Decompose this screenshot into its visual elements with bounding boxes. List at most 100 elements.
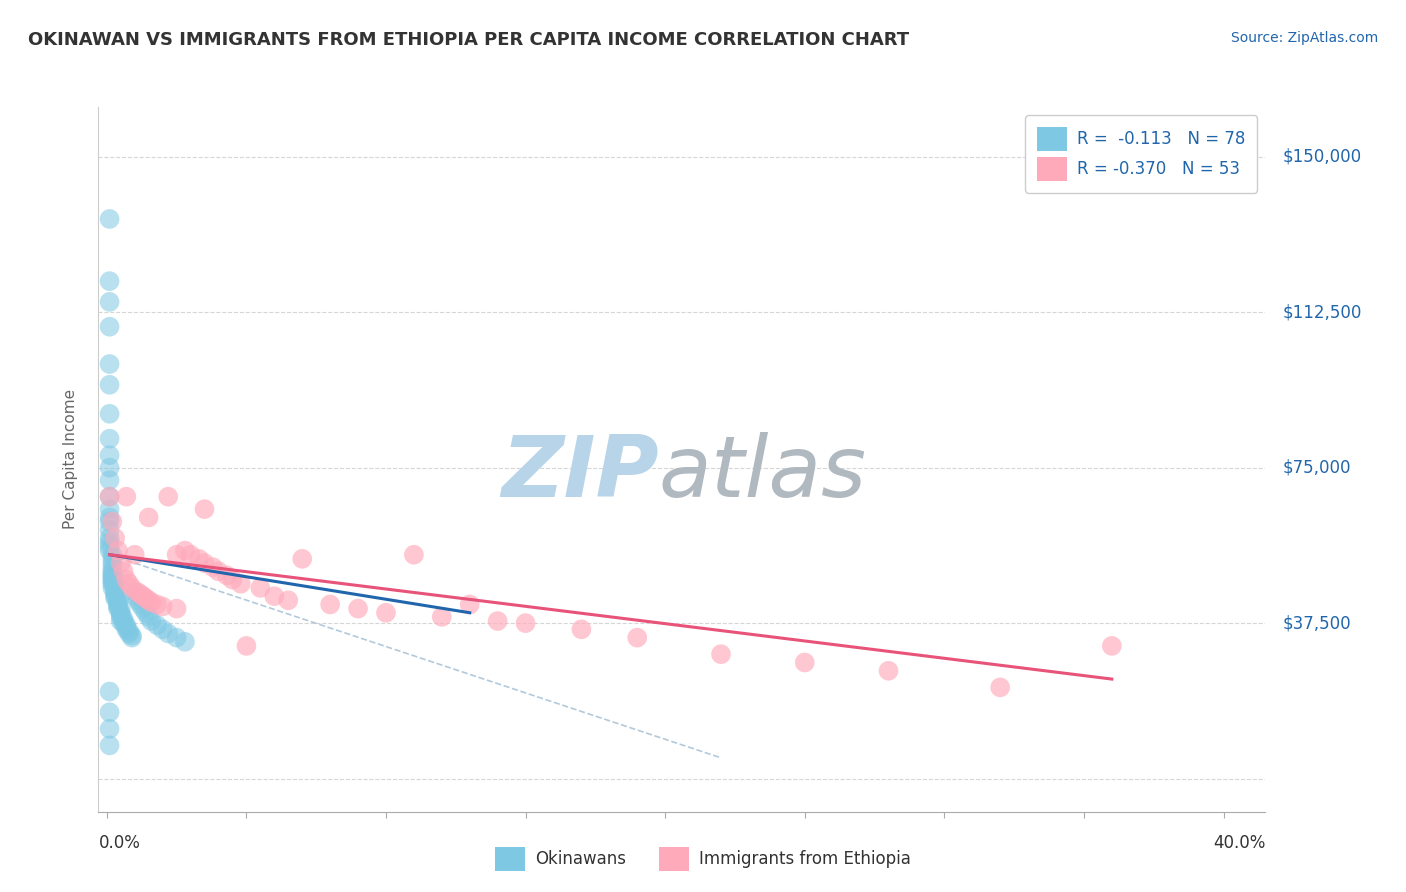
Point bbox=[138, 593, 160, 607]
Text: $37,500: $37,500 bbox=[1282, 614, 1351, 632]
Point bbox=[101, 574, 124, 589]
Point bbox=[101, 548, 124, 562]
Point bbox=[107, 601, 129, 615]
Point bbox=[98, 448, 121, 462]
Point bbox=[98, 377, 121, 392]
Point bbox=[107, 598, 129, 612]
Point bbox=[98, 739, 121, 753]
Point bbox=[166, 601, 188, 615]
Point bbox=[193, 556, 215, 570]
Point bbox=[98, 211, 121, 226]
Point bbox=[98, 407, 121, 421]
Point bbox=[104, 587, 127, 601]
Point bbox=[124, 589, 146, 603]
Point bbox=[104, 591, 127, 606]
Text: OKINAWAN VS IMMIGRANTS FROM ETHIOPIA PER CAPITA INCOME CORRELATION CHART: OKINAWAN VS IMMIGRANTS FROM ETHIOPIA PER… bbox=[28, 31, 910, 49]
Point bbox=[118, 576, 141, 591]
Point bbox=[112, 614, 135, 628]
Point bbox=[132, 601, 155, 615]
Point bbox=[988, 681, 1011, 695]
Point bbox=[107, 599, 129, 614]
Point bbox=[263, 589, 285, 603]
Point bbox=[141, 614, 163, 628]
Point bbox=[101, 570, 124, 584]
Point bbox=[166, 548, 188, 562]
Point bbox=[101, 564, 124, 578]
Point bbox=[98, 722, 121, 736]
Point bbox=[187, 552, 209, 566]
Point bbox=[98, 490, 121, 504]
Point bbox=[157, 490, 180, 504]
Point bbox=[98, 357, 121, 371]
Legend: R =  -0.113   N = 78, R = -0.370   N = 53: R = -0.113 N = 78, R = -0.370 N = 53 bbox=[1025, 115, 1257, 193]
Point bbox=[319, 598, 342, 612]
Point bbox=[115, 490, 138, 504]
Point bbox=[101, 568, 124, 582]
Point bbox=[98, 432, 121, 446]
Point bbox=[112, 564, 135, 578]
Point bbox=[221, 573, 243, 587]
Point bbox=[104, 576, 127, 591]
Point bbox=[124, 548, 146, 562]
Point bbox=[107, 543, 129, 558]
Point bbox=[98, 531, 121, 545]
Point bbox=[152, 599, 174, 614]
Text: $112,500: $112,500 bbox=[1282, 303, 1361, 321]
Point bbox=[235, 639, 257, 653]
Point bbox=[112, 612, 135, 626]
Point bbox=[138, 510, 160, 524]
Text: atlas: atlas bbox=[658, 432, 866, 515]
Point bbox=[101, 576, 124, 591]
Point bbox=[375, 606, 398, 620]
Point bbox=[101, 566, 124, 581]
Point bbox=[141, 595, 163, 609]
Point bbox=[1101, 639, 1123, 653]
Point bbox=[793, 656, 815, 670]
Point bbox=[121, 581, 143, 595]
Point bbox=[146, 618, 169, 632]
Point bbox=[104, 585, 127, 599]
Point bbox=[166, 631, 188, 645]
Point bbox=[229, 576, 252, 591]
Point bbox=[101, 581, 124, 595]
Point bbox=[101, 556, 124, 570]
Y-axis label: Per Capita Income: Per Capita Income bbox=[63, 389, 77, 530]
Point bbox=[110, 614, 132, 628]
Point bbox=[347, 601, 370, 615]
Point bbox=[127, 593, 149, 607]
Point bbox=[104, 589, 127, 603]
Point bbox=[249, 581, 271, 595]
Point bbox=[110, 607, 132, 622]
Point bbox=[101, 573, 124, 587]
Point bbox=[98, 705, 121, 719]
Point bbox=[101, 552, 124, 566]
Point bbox=[98, 523, 121, 537]
Point bbox=[104, 581, 127, 595]
Point bbox=[112, 616, 135, 631]
Point bbox=[98, 460, 121, 475]
Point bbox=[157, 626, 180, 640]
Point bbox=[135, 606, 157, 620]
Point bbox=[571, 623, 593, 637]
Point bbox=[430, 610, 453, 624]
Point bbox=[174, 634, 197, 648]
Point bbox=[115, 618, 138, 632]
Point bbox=[98, 515, 121, 529]
Point bbox=[118, 624, 141, 639]
Point bbox=[101, 560, 124, 574]
Point bbox=[104, 531, 127, 545]
Point bbox=[180, 548, 202, 562]
Point bbox=[146, 598, 169, 612]
Point bbox=[486, 614, 509, 628]
Point bbox=[402, 548, 425, 562]
Point bbox=[110, 610, 132, 624]
Point bbox=[135, 591, 157, 606]
Point bbox=[215, 568, 238, 582]
Point bbox=[124, 585, 146, 599]
Point bbox=[115, 620, 138, 634]
Point bbox=[115, 573, 138, 587]
Text: 0.0%: 0.0% bbox=[98, 834, 141, 852]
Point bbox=[101, 515, 124, 529]
Point bbox=[104, 582, 127, 597]
Point bbox=[193, 502, 215, 516]
